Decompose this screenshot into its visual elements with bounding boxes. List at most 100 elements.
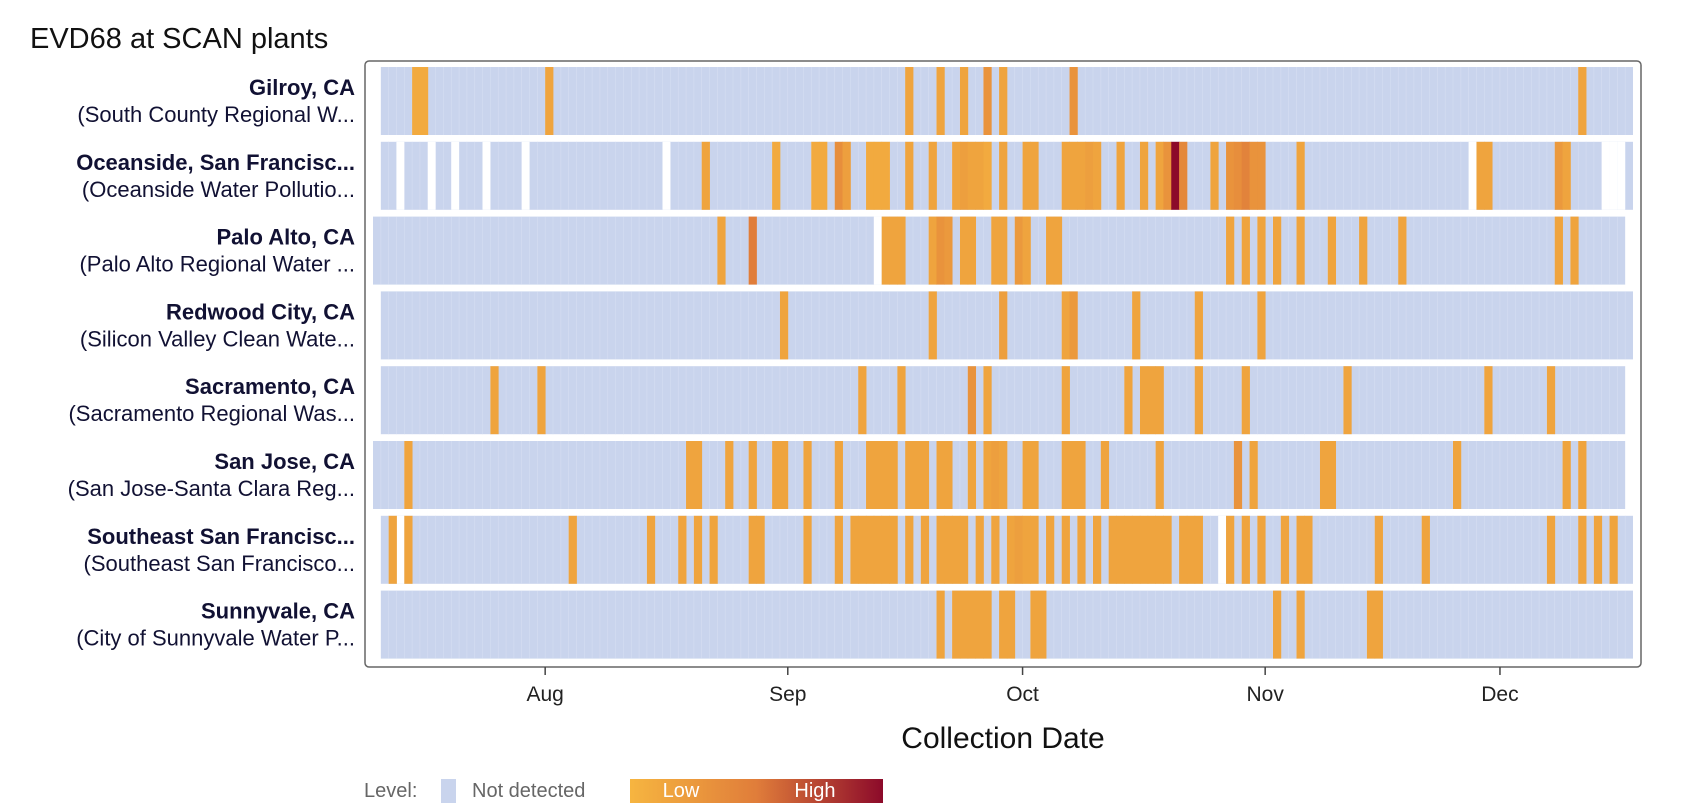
detection-cell bbox=[1562, 441, 1571, 509]
detection-cell bbox=[1319, 441, 1329, 509]
detection-cell bbox=[646, 515, 656, 584]
detection-cell bbox=[1116, 515, 1125, 584]
detection-cell bbox=[905, 515, 914, 584]
detection-cell bbox=[959, 590, 969, 659]
detection-cell bbox=[1210, 141, 1219, 210]
detection-cell bbox=[678, 515, 687, 584]
detection-cell bbox=[1273, 216, 1282, 285]
legend-high-label: High bbox=[794, 780, 835, 802]
detection-cell bbox=[1257, 291, 1266, 360]
row-label-name: Southeast San Francisc... bbox=[87, 524, 355, 549]
detection-cell bbox=[991, 515, 1000, 584]
detection-cell bbox=[1132, 515, 1141, 584]
detection-cell bbox=[693, 515, 703, 584]
detection-cell bbox=[928, 216, 937, 285]
detection-cell bbox=[819, 141, 828, 210]
missing-sample-cell bbox=[521, 141, 530, 210]
detection-cell bbox=[1061, 291, 1070, 360]
detection-cell bbox=[686, 441, 695, 509]
missing-sample-cell bbox=[396, 141, 405, 210]
detection-cell bbox=[1077, 515, 1086, 584]
missing-sample-cell bbox=[396, 515, 405, 584]
detection-cell bbox=[748, 515, 757, 584]
detection-cell bbox=[936, 216, 945, 285]
detection-cell bbox=[1374, 515, 1383, 584]
missing-sample-cell bbox=[482, 141, 491, 210]
detection-cell bbox=[1249, 141, 1258, 210]
detection-cell bbox=[412, 67, 421, 135]
detection-cell bbox=[1061, 441, 1070, 509]
x-axis-title: Collection Date bbox=[901, 722, 1104, 755]
plot-area bbox=[373, 67, 1634, 659]
legend-not-detected-swatch bbox=[441, 779, 456, 803]
detection-cell bbox=[944, 216, 953, 285]
detection-cell bbox=[1171, 141, 1180, 210]
not-detected-cell bbox=[380, 366, 1626, 435]
detection-cell bbox=[1546, 515, 1556, 584]
detection-cell bbox=[1374, 590, 1383, 659]
row-label-name: Oceanside, San Francisc... bbox=[76, 150, 355, 175]
x-tick-label: Dec bbox=[1481, 683, 1518, 706]
detection-cell bbox=[1030, 590, 1039, 659]
detection-cell bbox=[1147, 366, 1157, 435]
detection-cell bbox=[1578, 515, 1587, 584]
detection-cell bbox=[1155, 441, 1164, 509]
detection-cell bbox=[779, 441, 789, 509]
detection-cell bbox=[1296, 590, 1305, 659]
detection-cell bbox=[545, 67, 554, 135]
detection-cell bbox=[709, 515, 718, 584]
detection-cell bbox=[991, 441, 1000, 509]
detection-cell bbox=[1570, 216, 1579, 285]
missing-sample-cell bbox=[1468, 141, 1477, 210]
legend: Level: Not detected Low High bbox=[364, 779, 883, 803]
detection-cell bbox=[944, 515, 953, 584]
heatmap-row bbox=[373, 216, 1626, 285]
detection-cell bbox=[983, 590, 992, 659]
detection-cell bbox=[1069, 67, 1078, 135]
detection-cell bbox=[1421, 515, 1430, 584]
detection-cell bbox=[1163, 515, 1172, 584]
detection-cell bbox=[1546, 366, 1556, 435]
detection-cell bbox=[920, 515, 930, 584]
detection-cell bbox=[999, 291, 1008, 360]
missing-sample-cell bbox=[662, 141, 671, 210]
missing-sample-cell bbox=[451, 141, 460, 210]
legend-title: Level: bbox=[364, 780, 417, 802]
detection-cell bbox=[1069, 291, 1078, 360]
detection-cell bbox=[834, 141, 843, 210]
detection-cell bbox=[537, 366, 546, 435]
detection-cell bbox=[866, 515, 875, 584]
detection-cell bbox=[1124, 366, 1133, 435]
detection-cell bbox=[1233, 441, 1243, 509]
detection-cell bbox=[858, 366, 867, 435]
row-label-name: Gilroy, CA bbox=[249, 75, 355, 100]
detection-cell bbox=[999, 216, 1008, 285]
detection-cell bbox=[1296, 141, 1305, 210]
detection-cell bbox=[975, 590, 984, 659]
detection-cell bbox=[842, 141, 851, 210]
heatmap-row bbox=[380, 291, 1634, 360]
detection-cell bbox=[999, 590, 1008, 659]
detection-cell bbox=[1069, 441, 1078, 509]
detection-cell bbox=[1179, 515, 1188, 584]
detection-cell bbox=[1077, 141, 1086, 210]
detection-cell bbox=[1484, 366, 1493, 435]
plot-frame bbox=[364, 60, 1642, 668]
detection-cell bbox=[1241, 366, 1250, 435]
missing-sample-cell bbox=[1609, 141, 1618, 210]
heatmap-row bbox=[380, 366, 1626, 435]
detection-cell bbox=[1241, 141, 1250, 210]
detection-cell bbox=[1022, 515, 1031, 584]
detection-cell bbox=[959, 515, 969, 584]
detection-cell bbox=[1593, 515, 1603, 584]
detection-cell bbox=[1100, 441, 1110, 509]
missing-sample-cell bbox=[427, 141, 436, 210]
x-tick-label: Nov bbox=[1246, 683, 1284, 706]
detection-cell bbox=[1241, 515, 1250, 584]
missing-sample-cell bbox=[1218, 515, 1227, 584]
detection-cell bbox=[1053, 216, 1063, 285]
detection-cell bbox=[936, 67, 945, 135]
detection-cell bbox=[1257, 216, 1266, 285]
detection-cell bbox=[866, 141, 875, 210]
